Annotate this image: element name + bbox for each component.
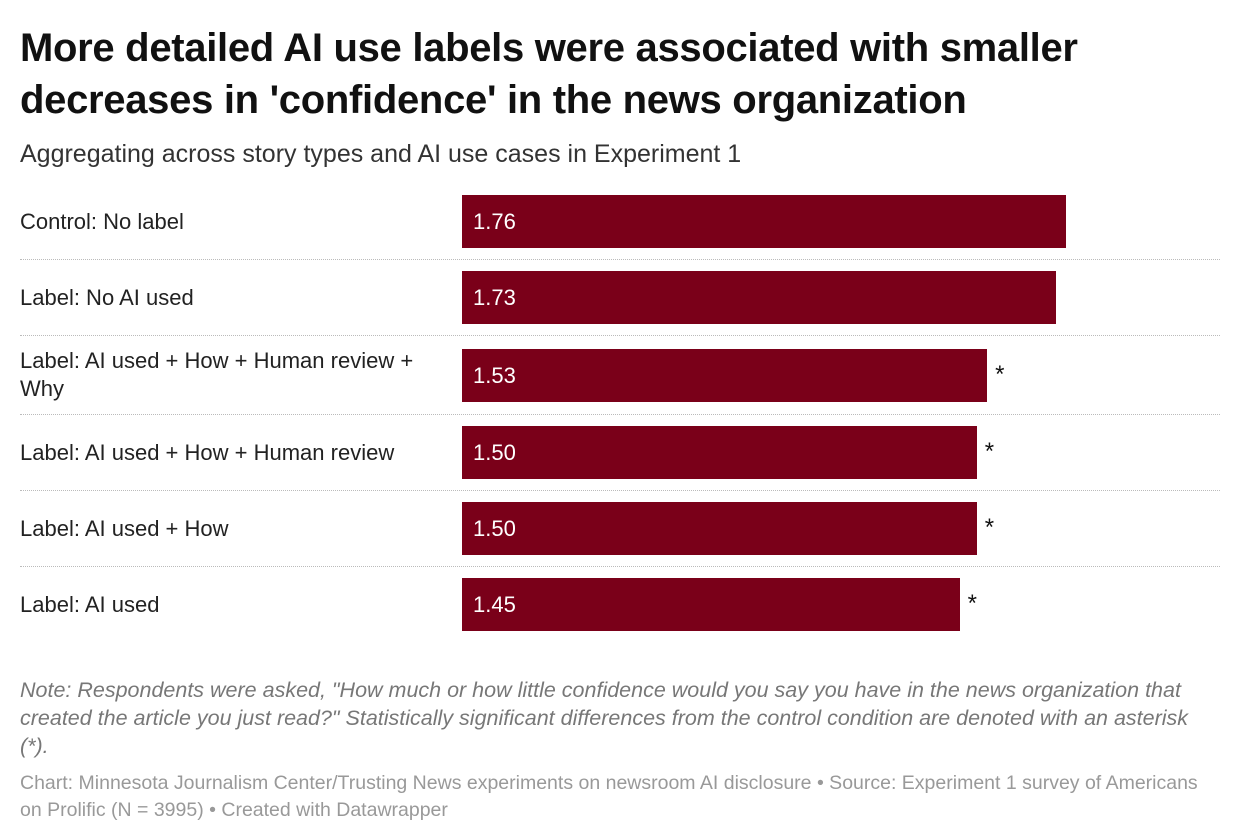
chart-note: Note: Respondents were asked, "How much …: [20, 678, 1189, 758]
chart-title: More detailed AI use labels were associa…: [20, 26, 1078, 122]
value-label: 1.45: [473, 592, 516, 617]
chart-subtitle: Aggregating across story types and AI us…: [20, 140, 742, 168]
value-label: 1.53: [473, 362, 516, 388]
significance-marker: *: [967, 590, 977, 617]
value-label: 1.73: [473, 285, 516, 310]
significance-marker: *: [984, 514, 995, 541]
bar: 1.45: [462, 578, 960, 631]
significance-marker: *: [984, 438, 995, 465]
category-label: Control: No label: [20, 208, 184, 234]
category-label: Label: AI used: [20, 591, 160, 617]
bar-row: Label: AI used + How + Human review + Wh…: [20, 336, 1220, 415]
bar: 1.50: [462, 502, 977, 555]
category-label: Label: No AI used: [20, 284, 194, 310]
bar: 1.76: [462, 195, 1066, 248]
bar: 1.73: [462, 271, 1056, 324]
value-label: 1.50: [473, 516, 516, 541]
category-label: Label: AI used + How: [20, 515, 229, 541]
bar-row: Label: No AI used 1.73: [20, 260, 1220, 336]
significance-marker: *: [995, 360, 1005, 388]
bar-row: Control: No label 1.76: [20, 184, 1220, 260]
bar-row: Label: AI used 1.45 *: [20, 567, 1220, 642]
bar-rows: Control: No label 1.76 Label: No AI used 1.…: [20, 184, 1220, 642]
bar-row: Label: AI used + How 1.50 *: [20, 491, 1220, 567]
bar: 1.53: [462, 348, 988, 402]
bar-cell: 1.50 *: [462, 502, 1220, 555]
chart-source: Chart: Minnesota Journalism Center/Trust…: [20, 772, 1198, 821]
bar-cell: 1.50 *: [462, 426, 1220, 479]
value-label: 1.50: [473, 440, 516, 465]
bar-cell: 1.53 *: [462, 348, 1220, 402]
bar-row: Label: AI used + How + Human review 1.50 *: [20, 415, 1220, 491]
bar: 1.50: [462, 426, 977, 479]
value-label: 1.76: [473, 209, 516, 234]
category-label: Label: AI used + How + Human review + Wh…: [20, 348, 414, 401]
bar-cell: 1.45 *: [462, 578, 1220, 631]
bar-cell: 1.76: [462, 195, 1220, 248]
bar-cell: 1.73: [462, 271, 1220, 324]
category-label: Label: AI used + How + Human review: [20, 439, 395, 465]
